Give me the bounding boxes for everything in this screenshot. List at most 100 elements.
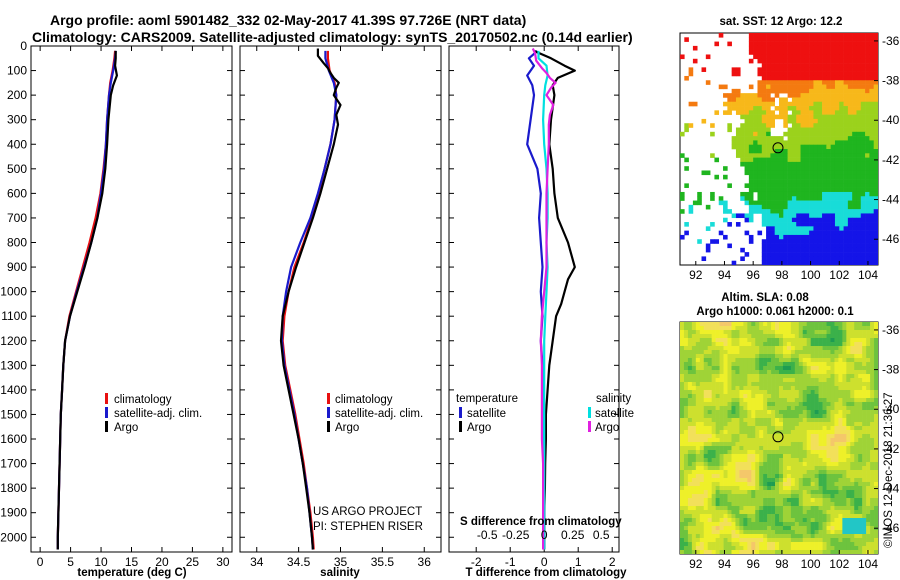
sst-cell [796,71,801,77]
sst-cell [779,256,784,262]
sst-cell [865,80,870,85]
sla-cell [794,446,800,451]
sst-cell [865,54,870,60]
sla-cell [755,438,760,443]
sla-cell [711,338,716,343]
sla-cell [814,406,819,411]
sst-cell [753,97,758,103]
sla-cell [846,382,851,387]
sla-cell [775,466,780,471]
sla-cell [822,438,827,443]
sst-cell [740,136,745,141]
sla-cell [854,374,859,379]
sst-cell [817,123,823,128]
sla-cell [779,474,784,479]
sla-cell [771,390,776,395]
sla-cell [866,326,871,331]
lat-tick-label: -46 [882,232,900,246]
sla-cell [810,386,815,391]
depth-tick-label: 100 [7,64,27,78]
sla-cell [743,418,748,423]
sla-cell [739,438,744,443]
sst-cell [813,191,819,197]
sla-cell [727,502,732,507]
sla-cell [771,362,776,367]
sla-cell [779,326,784,331]
sst-cell [748,101,754,107]
sla-cell [842,478,847,483]
sst-cell [770,136,775,141]
sla-cell [838,370,843,375]
lon-tick-label: 102 [829,268,849,282]
sla-cell [699,534,705,539]
sla-cell [790,438,796,443]
x-tick-label: 35.5 [371,555,395,569]
sla-cell [862,322,867,327]
sla-cell [866,350,871,355]
sla-cell [683,410,689,415]
sst-cell [852,179,857,184]
sla-cell [727,526,732,531]
sla-cell [771,342,776,347]
sst-cell [740,144,745,150]
sla-cell [683,378,689,383]
sla-cell [763,510,768,515]
sst-cell [766,50,771,55]
sst-cell [774,33,780,38]
sla-cell [782,494,788,499]
sla-cell [790,470,796,475]
difference-profiles [526,48,576,550]
sla-cell [699,438,705,443]
sst-cell [744,191,750,197]
sst-cell [748,213,754,219]
sst-cell [817,200,823,206]
sst-cell [843,170,849,176]
sla-cell [775,414,780,419]
sla-cell [699,430,705,435]
sla-cell [743,330,748,335]
sla-cell [866,526,871,531]
sst-cell [834,217,840,223]
sst-cell [727,93,732,98]
sst-cell [852,75,857,81]
sst-cell [705,247,711,253]
sla-cell [850,342,855,347]
sst-cell [856,80,862,85]
sst-cell [761,80,767,85]
sla-cell [727,538,732,543]
sla-cell [711,482,716,487]
sla-cell [846,322,851,327]
sst-cell [761,93,767,98]
sla-cell [782,338,788,343]
sla-cell [739,414,744,419]
sst-cell [860,144,866,150]
sst-cell [791,179,797,184]
sla-cell [786,378,792,383]
sla-cell [703,534,709,539]
sla-cell [719,390,724,395]
sst-cell [843,166,849,171]
sla-cell [790,466,796,471]
sla-cell [814,482,819,487]
sst-cell [869,230,874,236]
sst-cell [796,63,801,68]
sst-cell [779,50,784,55]
sla-cell [680,422,685,427]
sla-cell [782,454,788,459]
lon-tick-label: 98 [775,557,789,571]
sla-cell [838,438,843,443]
sla-cell [755,494,760,499]
sla-cell [715,382,720,387]
sla-cell [771,522,776,527]
sst-cell [830,58,836,64]
sla-cell [691,390,697,395]
sla-cell [854,398,859,403]
sst-cell [839,110,844,115]
sla-cell [802,474,808,479]
sst-cell [869,45,874,51]
sla-cell [858,434,863,439]
sla-cell [806,362,811,367]
sla-cell [834,446,839,451]
sla-cell [826,446,831,451]
sst-cell [680,209,685,214]
